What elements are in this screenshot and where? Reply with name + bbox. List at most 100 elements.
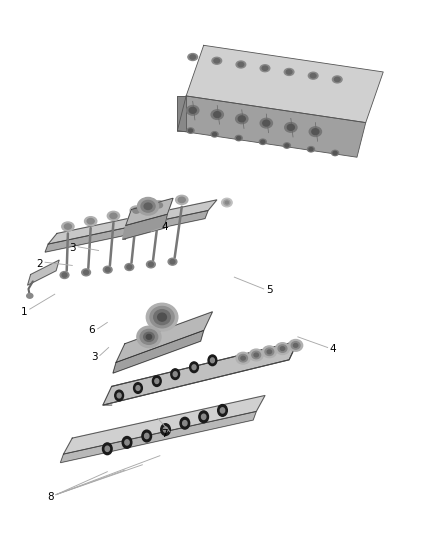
Circle shape (220, 408, 225, 413)
Ellipse shape (85, 216, 97, 226)
Circle shape (163, 427, 168, 432)
Ellipse shape (187, 128, 194, 133)
Ellipse shape (283, 143, 290, 148)
Ellipse shape (125, 264, 134, 271)
Ellipse shape (107, 211, 120, 221)
Ellipse shape (278, 345, 287, 352)
Ellipse shape (127, 265, 132, 269)
Ellipse shape (146, 303, 178, 331)
Circle shape (152, 376, 161, 386)
Ellipse shape (308, 72, 318, 79)
Text: 2: 2 (36, 259, 43, 269)
Ellipse shape (249, 349, 263, 361)
Ellipse shape (62, 222, 74, 231)
Ellipse shape (254, 353, 258, 357)
Polygon shape (177, 96, 366, 157)
Ellipse shape (148, 262, 153, 266)
Ellipse shape (187, 106, 199, 115)
Ellipse shape (168, 258, 177, 265)
Ellipse shape (236, 114, 248, 124)
Ellipse shape (60, 271, 69, 278)
Ellipse shape (188, 129, 193, 132)
Ellipse shape (130, 206, 142, 215)
Ellipse shape (267, 350, 272, 354)
Circle shape (122, 437, 132, 448)
Ellipse shape (285, 123, 297, 132)
Ellipse shape (312, 129, 319, 134)
Ellipse shape (262, 66, 268, 70)
Ellipse shape (140, 329, 158, 344)
Polygon shape (60, 411, 256, 463)
Ellipse shape (276, 343, 290, 354)
Circle shape (210, 358, 215, 362)
Ellipse shape (309, 148, 313, 151)
Ellipse shape (262, 346, 276, 358)
Polygon shape (28, 260, 59, 285)
Ellipse shape (144, 203, 152, 209)
Ellipse shape (190, 55, 195, 59)
Circle shape (199, 411, 208, 423)
Circle shape (183, 421, 187, 426)
Ellipse shape (286, 70, 292, 74)
Polygon shape (116, 312, 212, 362)
Circle shape (134, 383, 142, 393)
Polygon shape (177, 96, 186, 131)
Ellipse shape (252, 351, 261, 359)
Ellipse shape (226, 201, 229, 204)
Text: 5: 5 (266, 286, 273, 295)
Ellipse shape (146, 335, 152, 340)
Ellipse shape (236, 61, 246, 68)
Ellipse shape (236, 352, 250, 364)
Circle shape (180, 417, 190, 429)
Ellipse shape (211, 110, 223, 119)
Circle shape (218, 405, 227, 416)
Circle shape (201, 414, 206, 419)
Ellipse shape (138, 197, 159, 215)
Ellipse shape (27, 293, 33, 298)
Polygon shape (45, 211, 208, 252)
Ellipse shape (261, 140, 265, 143)
Ellipse shape (239, 354, 247, 362)
Ellipse shape (235, 135, 242, 141)
Text: 1: 1 (21, 307, 28, 317)
Ellipse shape (146, 261, 155, 268)
Text: 8: 8 (47, 492, 54, 502)
Ellipse shape (222, 198, 232, 207)
Ellipse shape (84, 270, 88, 274)
Circle shape (192, 365, 196, 370)
Ellipse shape (238, 62, 244, 67)
Ellipse shape (176, 195, 188, 205)
Ellipse shape (105, 268, 110, 272)
Ellipse shape (260, 65, 270, 71)
Ellipse shape (144, 333, 154, 341)
Text: 4: 4 (161, 222, 168, 231)
Ellipse shape (332, 150, 339, 156)
Circle shape (161, 424, 170, 435)
Ellipse shape (170, 260, 175, 264)
Polygon shape (126, 198, 173, 225)
Ellipse shape (141, 200, 155, 212)
Ellipse shape (332, 76, 342, 83)
Polygon shape (123, 214, 167, 239)
Text: 3: 3 (69, 243, 76, 253)
Ellipse shape (260, 118, 272, 128)
Circle shape (125, 440, 129, 445)
Ellipse shape (293, 343, 298, 348)
Circle shape (145, 433, 149, 439)
Ellipse shape (280, 346, 285, 351)
Ellipse shape (214, 59, 219, 63)
Circle shape (155, 378, 159, 384)
Polygon shape (186, 45, 383, 123)
Polygon shape (48, 200, 217, 244)
Ellipse shape (309, 127, 321, 136)
Text: 6: 6 (88, 326, 95, 335)
Ellipse shape (82, 269, 91, 276)
Circle shape (142, 430, 152, 442)
Ellipse shape (284, 68, 294, 75)
Polygon shape (103, 341, 298, 405)
Ellipse shape (241, 356, 245, 360)
Ellipse shape (259, 139, 266, 144)
Circle shape (117, 393, 121, 398)
Ellipse shape (291, 342, 300, 349)
Ellipse shape (285, 144, 289, 147)
